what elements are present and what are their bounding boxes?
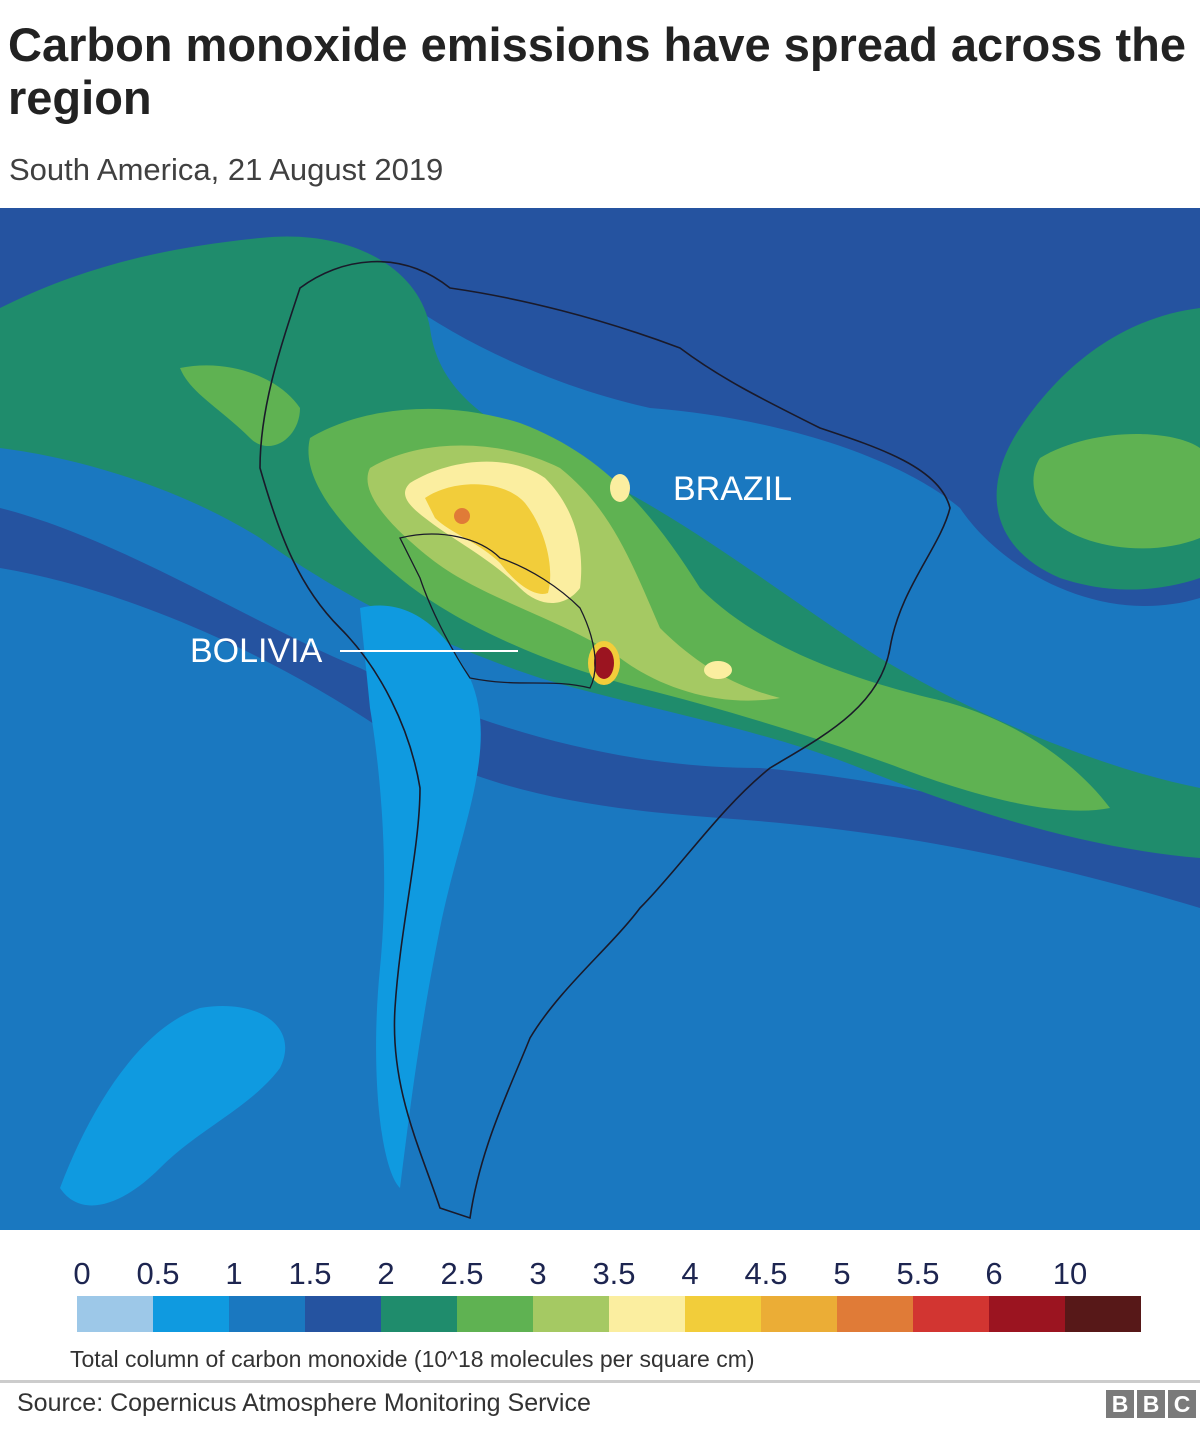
- legend-tick: 3.5: [592, 1256, 636, 1291]
- legend-tick: 0.5: [136, 1256, 180, 1291]
- legend-tick: 3: [529, 1256, 547, 1291]
- legend-swatch: [229, 1296, 305, 1332]
- legend-tick: 10: [1052, 1256, 1088, 1291]
- contour-2.5-east: [1033, 434, 1200, 549]
- legend-swatch: [305, 1296, 381, 1332]
- legend-swatch: [533, 1296, 609, 1332]
- label-bolivia: BOLIVIA: [190, 632, 323, 670]
- label-brazil: BRAZIL: [673, 470, 793, 508]
- legend-ticks: 0 0.5 1 1.5 2 2.5 3 3.5 4 4.5 5 5.5 6 10: [0, 1256, 1200, 1292]
- bbc-logo-block: B: [1106, 1390, 1134, 1418]
- contour-1.5: [0, 208, 1200, 606]
- legend-colorbar: [77, 1296, 1141, 1332]
- contour-4.5-spot: [454, 508, 470, 524]
- legend-tick: 2.5: [440, 1256, 484, 1291]
- legend-swatch: [837, 1296, 913, 1332]
- contour-0.5-ocean: [60, 1006, 286, 1206]
- legend-swatch: [381, 1296, 457, 1332]
- footer-divider: [0, 1380, 1200, 1383]
- chart-subtitle: South America, 21 August 2019: [9, 152, 444, 187]
- contour-3.5-spot: [610, 474, 630, 502]
- legend-swatch: [1065, 1296, 1141, 1332]
- bolivia-leader-line: [340, 650, 518, 652]
- legend-tick: 1: [225, 1256, 243, 1291]
- map-svg: [0, 208, 1200, 1230]
- bbc-logo-block: C: [1168, 1390, 1196, 1418]
- bbc-logo-block: B: [1137, 1390, 1165, 1418]
- co-map: BRAZIL BOLIVIA: [0, 208, 1200, 1230]
- legend-swatch: [77, 1296, 153, 1332]
- legend-tick: 1.5: [288, 1256, 332, 1291]
- legend-swatch: [609, 1296, 685, 1332]
- legend-tick: 5: [833, 1256, 851, 1291]
- legend-swatch: [457, 1296, 533, 1332]
- legend-swatch: [989, 1296, 1065, 1332]
- legend-tick: 6: [985, 1256, 1003, 1291]
- legend-swatch: [761, 1296, 837, 1332]
- chart-title: Carbon monoxide emissions have spread ac…: [8, 18, 1187, 124]
- bolivia-border: [399, 533, 596, 689]
- legend-tick: 2: [377, 1256, 395, 1291]
- legend-tick: 4: [681, 1256, 699, 1291]
- contour-0.5: [360, 605, 481, 1188]
- legend-swatch: [685, 1296, 761, 1332]
- contour-3.5-spot2: [704, 661, 732, 679]
- legend-unit: Total column of carbon monoxide (10^18 m…: [70, 1346, 755, 1372]
- legend-tick: 0: [73, 1256, 91, 1291]
- source-text: Source: Copernicus Atmosphere Monitoring…: [17, 1389, 591, 1417]
- legend-tick: 4.5: [744, 1256, 788, 1291]
- south-america-outline: [259, 260, 951, 1220]
- contour-1.5-south: [0, 508, 1200, 908]
- contour-6: [594, 647, 614, 679]
- legend-tick: 5.5: [896, 1256, 940, 1291]
- legend-swatch: [153, 1296, 229, 1332]
- legend-swatch: [913, 1296, 989, 1332]
